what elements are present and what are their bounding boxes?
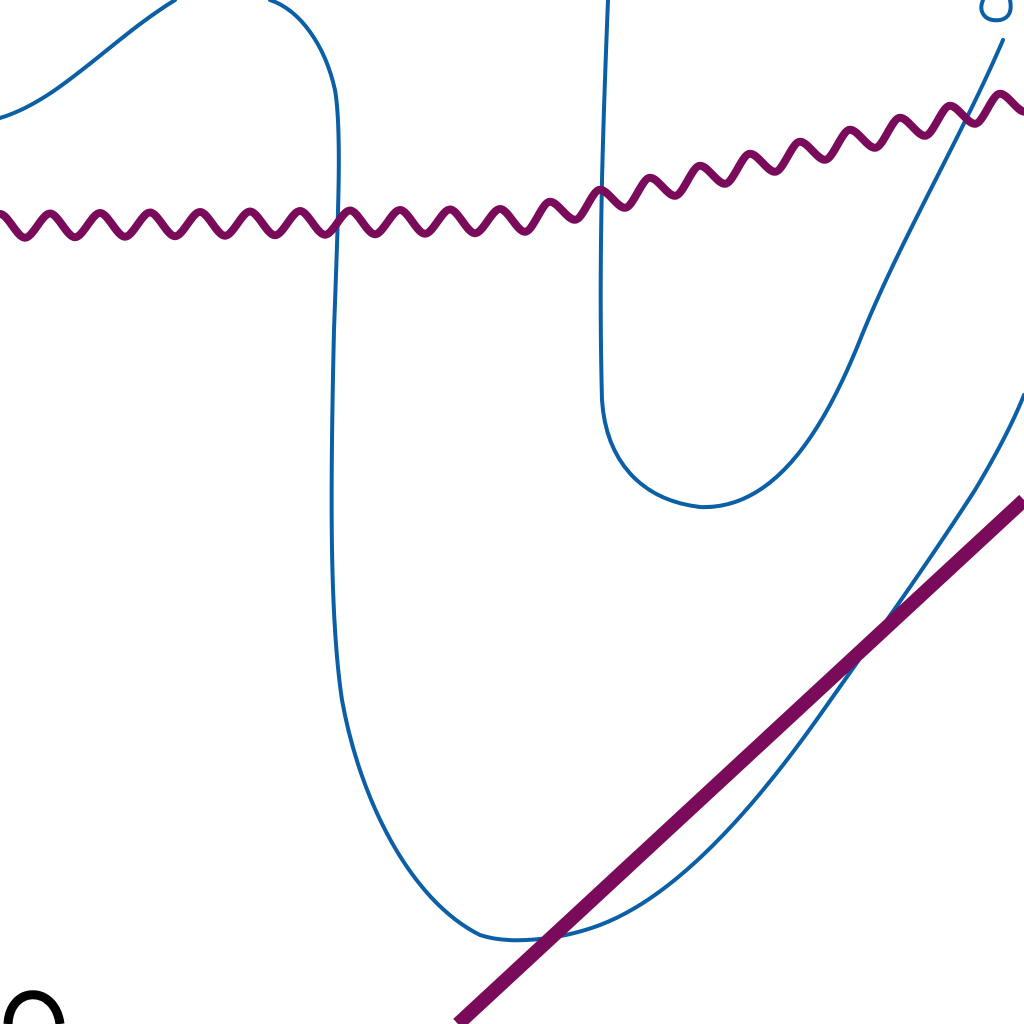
wavy-boundary-line bbox=[0, 89, 1024, 242]
arc-symbol-icon bbox=[3, 990, 65, 1024]
diagonal-thick-line bbox=[453, 494, 1024, 1024]
contour-line-left bbox=[0, 0, 1024, 943]
contour-line-right bbox=[598, 0, 1005, 510]
contour-line-hook bbox=[979, 0, 1013, 23]
